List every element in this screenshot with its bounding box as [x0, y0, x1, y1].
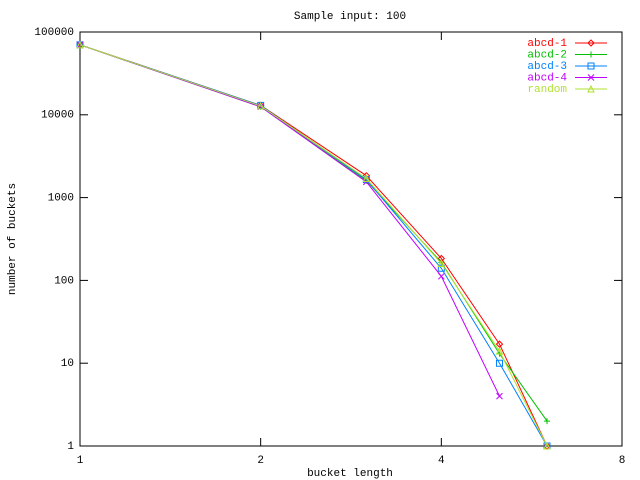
legend-label: abcd-3: [527, 61, 567, 73]
legend-label: abcd-2: [527, 49, 567, 61]
x-tick-label: 1: [77, 455, 84, 467]
data-point: [543, 441, 551, 450]
y-tick-label: 1000: [48, 193, 74, 205]
legend-label: abcd-1: [527, 38, 567, 50]
y-tick-label: 10: [61, 358, 74, 370]
data-point: [256, 101, 265, 110]
data-point: [496, 392, 503, 400]
data-point: [437, 259, 446, 267]
y-tick-label: 1: [67, 441, 74, 453]
x-tick-label: 8: [619, 455, 626, 467]
series-line: [79, 44, 548, 447]
data-point: [362, 174, 371, 183]
legend-marker: [588, 51, 594, 58]
data-point: [437, 272, 445, 280]
chart-title: Sample input: 100: [294, 11, 406, 23]
data-point: [495, 346, 504, 355]
legend-marker: [587, 84, 595, 93]
legend-marker: [587, 39, 595, 47]
x-tick-label: 4: [438, 455, 445, 467]
legend-label: abcd-4: [527, 72, 567, 84]
data-point: [495, 359, 503, 367]
y-axis-label: number of buckets: [7, 183, 19, 295]
data-point: [76, 40, 84, 49]
data-point: [544, 418, 551, 425]
legend-marker: [587, 62, 595, 70]
y-tick-label: 10000: [41, 110, 74, 122]
series-line: [79, 44, 500, 397]
plot-border: [79, 31, 623, 447]
legend-marker: [587, 74, 595, 81]
series-line: [79, 44, 548, 447]
x-axis-label: bucket length: [307, 468, 393, 480]
x-tick-label: 2: [257, 455, 264, 467]
series-line: [79, 44, 548, 422]
y-tick-label: 100000: [34, 27, 74, 39]
series-line: [79, 44, 548, 447]
y-tick-label: 100: [54, 275, 74, 287]
legend-label: random: [527, 84, 567, 96]
